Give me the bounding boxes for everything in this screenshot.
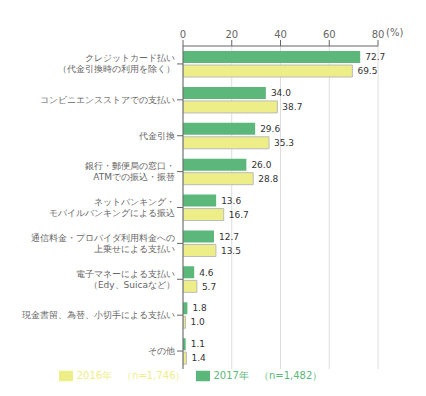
svg-text:12.7: 12.7 [219,232,239,242]
svg-text:4.6: 4.6 [199,268,214,278]
svg-text:クレジットカード払い（代金引換時の利用を除く）: クレジットカード払い（代金引換時の利用を除く） [58,53,175,74]
svg-text:0: 0 [180,29,186,40]
svg-text:コンビニエンスストアでの支払い: コンビニエンスストアでの支払い [40,95,175,105]
svg-text:28.8: 28.8 [258,174,278,184]
svg-text:72.7: 72.7 [365,52,385,62]
svg-text:現金書留、為替、小切手による支払い: 現金書留、為替、小切手による支払い [22,310,175,320]
svg-text:1.0: 1.0 [190,317,205,327]
svg-text:1.8: 1.8 [192,303,207,313]
svg-text:40: 40 [274,29,287,40]
svg-text:38.7: 38.7 [282,102,302,112]
svg-text:29.6: 29.6 [260,124,280,134]
svg-text:ネットバンキング・モバイルバンキングによる振込: ネットバンキング・モバイルバンキングによる振込 [49,197,175,218]
svg-text:35.3: 35.3 [274,138,294,148]
svg-text:電子マネーによる支払い（Edy、Suicaなど）: 電子マネーによる支払い（Edy、Suicaなど） [76,269,175,290]
svg-text:13.5: 13.5 [221,246,241,256]
svg-text:代金引換: 代金引換 [138,131,175,141]
svg-text:1.4: 1.4 [191,353,206,363]
svg-text:銀行・郵便局の窓口・ATMでの振込・振替: 銀行・郵便局の窓口・ATMでの振込・振替 [85,161,175,182]
html-text:2017年 （n=1,482）: 2017年 （n=1,482） [213,370,323,381]
html-text:2016年 （n=1,746）: 2016年 （n=1,746） [76,370,186,381]
svg-text:20: 20 [225,29,238,40]
svg-text:26.0: 26.0 [251,160,271,170]
svg-text:13.6: 13.6 [221,196,241,206]
svg-text:69.5: 69.5 [357,66,377,76]
svg-text:80: 80 [372,29,385,40]
svg-text:通信料金・プロバイダ利用料金への上乗せによる支払い: 通信料金・プロバイダ利用料金への上乗せによる支払い [31,233,175,254]
svg-text:(%): (%) [386,27,403,38]
svg-text:34.0: 34.0 [271,88,291,98]
svg-text:16.7: 16.7 [229,210,249,220]
svg-text:60: 60 [323,29,336,40]
svg-text:その他: その他 [148,346,175,356]
svg-text:5.7: 5.7 [202,282,216,292]
svg-text:1.1: 1.1 [191,339,205,349]
